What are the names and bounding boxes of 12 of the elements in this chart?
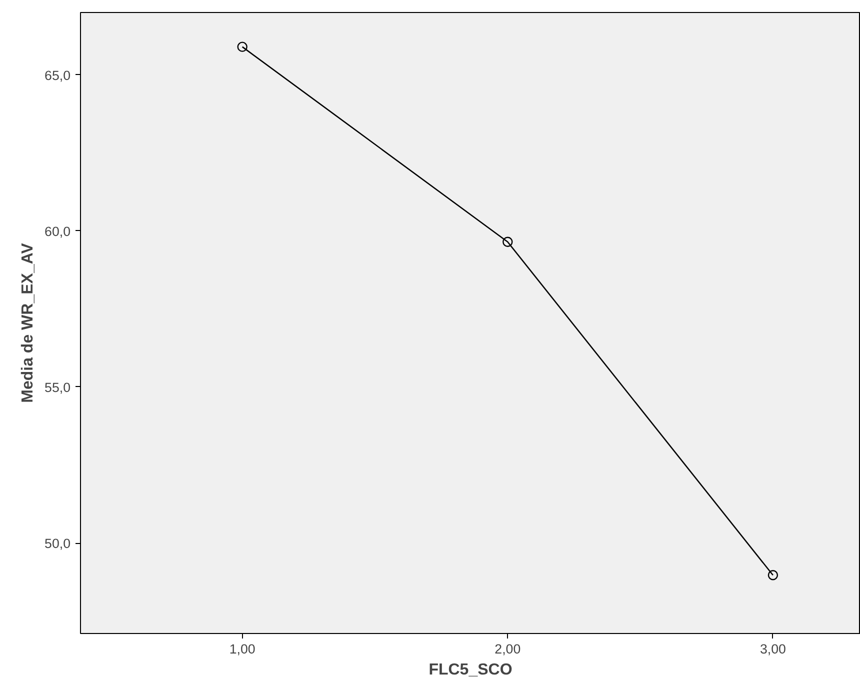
x-tick-label: 3,00 xyxy=(760,642,786,656)
x-tick-label: 1,00 xyxy=(229,642,256,656)
point xyxy=(502,236,513,247)
point xyxy=(768,570,778,580)
x-tick-label: 2,00 xyxy=(494,642,521,656)
x-axis-title: FLC5_SCO xyxy=(428,662,512,678)
y-tick-label: 65,0 xyxy=(44,68,71,83)
point xyxy=(237,42,248,52)
y-tick-label: 60,0 xyxy=(44,224,71,239)
y-tick-label: 50,0 xyxy=(44,536,71,552)
y-axis-title: Media de WR_EX_AV xyxy=(20,242,37,403)
y-tick-label: 55,0 xyxy=(44,380,71,395)
